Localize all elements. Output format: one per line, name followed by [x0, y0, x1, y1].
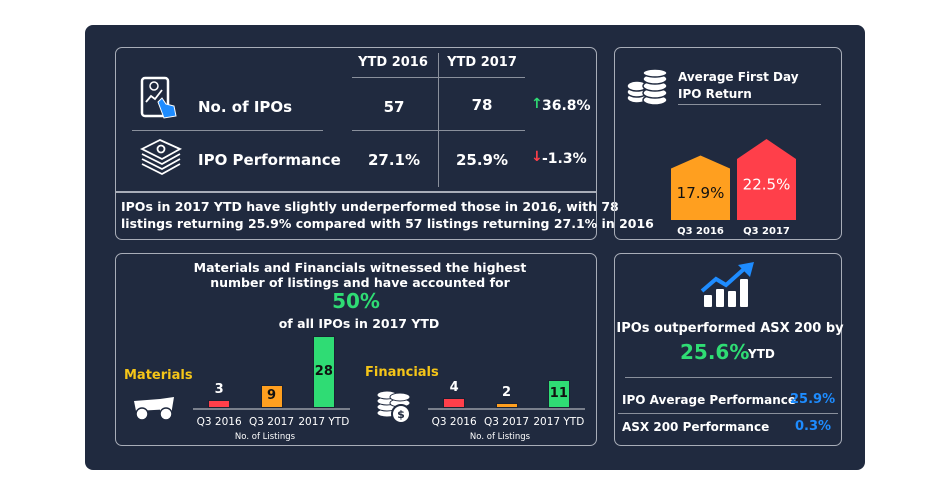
coin-stack-icon [626, 68, 668, 106]
growth-chart-icon [700, 262, 754, 307]
x-tick-label: 2017 YTD [533, 416, 585, 428]
col-header-ytd2016: YTD 2016 [358, 55, 428, 70]
divider [132, 130, 323, 131]
arrow-down-icon: ↓ [531, 149, 543, 165]
divider [352, 130, 525, 131]
first-day-title-line1: Average First Day [678, 70, 799, 84]
x-tick-label: Q3 2016 [196, 416, 242, 428]
data-label: 3 [214, 382, 224, 398]
bar-q3-2017 [495, 402, 518, 408]
svg-text:$: $ [397, 408, 405, 421]
sector-headline-line3: of all IPOs in 2017 YTD [278, 316, 440, 331]
financials-axis-label: No. of Listings [469, 432, 531, 442]
arrow-bar-q3-2016 [671, 155, 730, 220]
summary-text-line2: listings returning 25.9% compared with 5… [121, 216, 654, 231]
divider [678, 104, 821, 105]
divider [625, 377, 832, 378]
data-label: 22.5% [743, 176, 791, 194]
outperform-value: 25.6% [680, 340, 750, 364]
sector-headline-line2: number of listings and have accounted fo… [210, 275, 510, 290]
no-of-ipos-2017: 78 [471, 96, 493, 114]
x-axis [428, 408, 585, 410]
sector-headline-line1: Materials and Financials witnessed the h… [193, 260, 527, 275]
financials-label: Financials [365, 365, 439, 380]
bar-q3-2016 [443, 397, 466, 408]
summary-text-line1: IPOs in 2017 YTD have slightly underperf… [121, 199, 619, 214]
x-tick-label: Q3 2017 [483, 416, 530, 428]
ipo-summary-panel [115, 47, 597, 240]
asx200-performance-value: 0.3% [795, 419, 832, 434]
first-day-return-panel [614, 47, 842, 240]
arrow-bar-q3-2017 [737, 139, 796, 220]
sector-share-value: 50% [332, 289, 380, 313]
ipo-performance-2016: 27.1% [367, 151, 421, 169]
row-label-ipo-performance: IPO Performance [198, 151, 341, 169]
coins-dollar-icon: $ [376, 390, 411, 424]
bar-q3-2016 [208, 400, 231, 408]
ipo-average-performance-label: IPO Average Performance [622, 393, 797, 407]
x-tick-label: Q3 2016 [677, 226, 724, 237]
asx200-performance-label: ASX 200 Performance [622, 420, 770, 434]
divider [618, 413, 838, 414]
data-label: 4 [449, 379, 459, 395]
ipo-performance-2017: 25.9% [455, 151, 509, 169]
ipo-average-performance-value: 25.9% [790, 392, 836, 407]
infographic-background [85, 25, 865, 470]
x-tick-label: Q3 2017 [743, 226, 790, 237]
data-label: 17.9% [677, 184, 725, 202]
no-of-ipos-change: 36.8% [542, 98, 591, 114]
mining-truck-icon [134, 397, 174, 421]
tablet-chart-touch-icon [140, 76, 177, 119]
data-label: 11 [549, 385, 568, 401]
no-of-ipos-2016: 57 [383, 98, 405, 116]
data-label: 28 [314, 364, 333, 379]
x-tick-label: Q3 2016 [431, 416, 477, 428]
divider [438, 53, 439, 187]
sector-panel [115, 253, 597, 446]
arrow-up-icon: ↑ [531, 96, 543, 112]
row-label-no-of-ipos: No. of IPOs [198, 98, 293, 116]
col-header-ytd2017: YTD 2017 [447, 55, 517, 70]
x-axis [193, 408, 350, 410]
money-stack-icon [140, 139, 182, 176]
bar-2017-ytd [312, 336, 335, 408]
divider [116, 191, 596, 193]
first-day-title-line2: IPO Return [678, 87, 752, 101]
materials-label: Materials [124, 368, 193, 383]
bar-q3-2017 [260, 384, 283, 408]
x-tick-label: 2017 YTD [298, 416, 350, 428]
data-label: 2 [501, 384, 512, 400]
ipo-performance-change: -1.3% [542, 151, 587, 167]
outperform-suffix: YTD [748, 347, 775, 361]
materials-axis-label: No. of Listings [234, 432, 296, 442]
first-day-return-chart: 17.9% Q3 2016 22.5% Q3 2017 [671, 139, 796, 237]
bar-2017-ytd [547, 379, 570, 408]
data-label: 9 [266, 388, 277, 404]
x-tick-label: Q3 2017 [248, 416, 295, 428]
outperform-text: IPOs outperformed ASX 200 by [616, 321, 844, 336]
outperformance-panel [614, 253, 842, 446]
